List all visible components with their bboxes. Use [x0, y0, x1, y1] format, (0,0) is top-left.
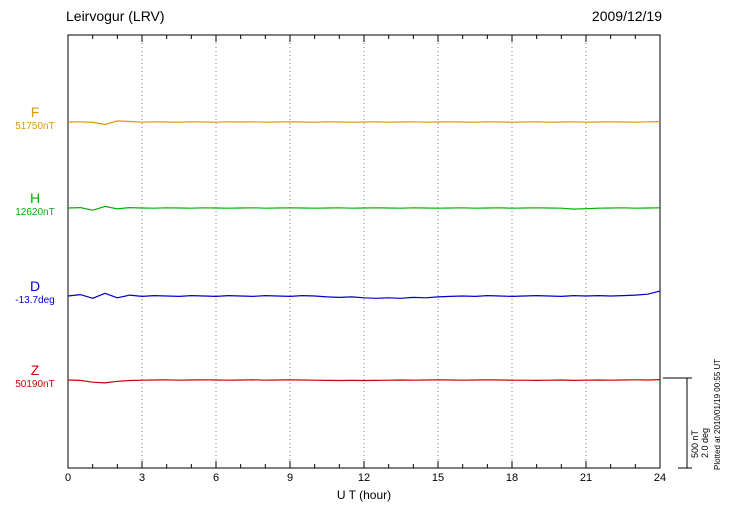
x-tick-label: 6 [212, 472, 220, 484]
trace-D [67, 290, 661, 299]
scale-bar-label-nt: 500 nT [690, 429, 700, 458]
x-tick-label: 0 [64, 472, 72, 484]
x-axis-label: U T (hour) [336, 488, 392, 502]
series-value-D: -13.7deg [15, 295, 55, 306]
x-tick-label: 9 [286, 472, 294, 484]
series-block-F: F 51750nT [6, 105, 64, 132]
series-value-H: 12620nT [15, 207, 55, 218]
series-letter-F: F [30, 104, 40, 120]
plotted-at-note: Plotted at 2010/01/19 00:55 UT [713, 358, 722, 470]
series-letter-H: H [29, 190, 41, 206]
x-tick-label: 24 [653, 472, 667, 484]
series-letter-D: D [29, 278, 41, 294]
series-letter-Z: Z [30, 362, 40, 378]
x-tick-label: 18 [505, 472, 519, 484]
series-block-Z: Z 50190nT [6, 363, 64, 390]
x-tick-label: 12 [357, 472, 371, 484]
x-tick-label: 21 [579, 472, 593, 484]
station-title: Leirvogur (LRV) [66, 8, 165, 24]
scale-bar-label-deg: 2.0 deg [700, 427, 710, 458]
series-value-F: 51750nT [15, 121, 55, 132]
series-block-H: H 12620nT [6, 191, 64, 218]
trace-H [67, 205, 661, 211]
series-value-Z: 50190nT [15, 379, 55, 390]
trace-F [67, 120, 661, 126]
x-tick-label: 15 [431, 472, 445, 484]
x-tick-label: 3 [138, 472, 146, 484]
plot-date: 2009/12/19 [591, 8, 662, 24]
series-block-D: D -13.7deg [6, 279, 64, 306]
trace-Z [67, 379, 661, 384]
